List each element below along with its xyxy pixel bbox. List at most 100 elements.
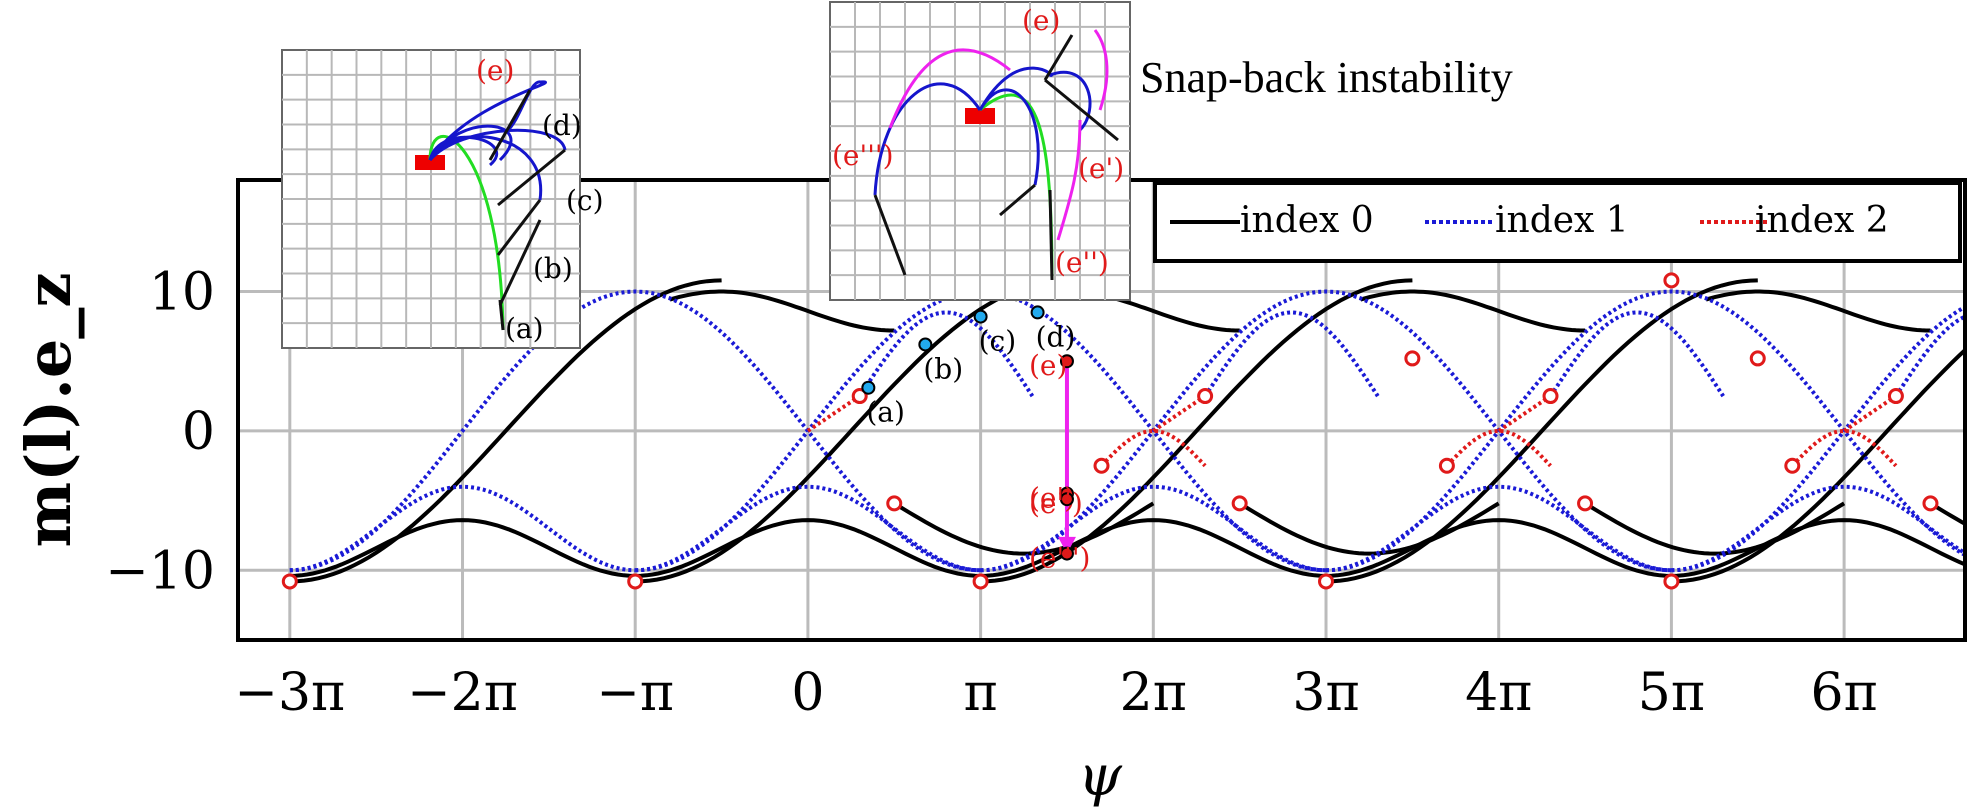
series-index0-rising: [1671, 345, 1967, 584]
inset-right-diagram: (e) (e''') (e') (e''): [829, 1, 1131, 301]
inset-right-magenta-arrow-2: [1093, 29, 1109, 111]
series-index1-wave: [1325, 289, 1967, 573]
bifurcation-marker: [281, 573, 298, 590]
inset-left-blue-curve-1: [428, 135, 499, 167]
inset-right-blue-curve-3: [978, 66, 1092, 132]
x-axis-label: ψ: [1078, 744, 1123, 809]
series-index1-low: [1325, 484, 1672, 573]
y-tick-label: −10: [105, 541, 215, 601]
bifurcation-marker: [972, 573, 989, 590]
inset-left-curves: [428, 80, 567, 331]
bifurcation-marker: [1093, 457, 1110, 474]
bifurcation-marker: [1663, 272, 1680, 289]
series-index1-low: [289, 484, 636, 573]
inset-left-blue-curve-5: [428, 80, 548, 161]
series-index0-wave: [635, 518, 981, 578]
series-index1-low: [980, 484, 1327, 573]
inset-left-label-d: (d): [542, 109, 582, 142]
legend-label: index 2: [1755, 200, 1889, 241]
x-tick-label: −π: [596, 663, 674, 723]
path-point-marker: [861, 380, 876, 395]
series-index2-arc: [1100, 428, 1207, 468]
series-index1-low: [1671, 484, 1967, 573]
series-index2-seg: [1842, 394, 1897, 433]
series-index2-arc: [1445, 428, 1552, 468]
series-index2-seg: [806, 394, 861, 433]
path-point-label: (e''): [1029, 487, 1083, 520]
inset-right-label-e1: (e'): [1078, 152, 1124, 185]
path-point-marker: [973, 309, 988, 324]
snap-back-arrowhead: [1057, 536, 1076, 554]
legend-box: [1153, 181, 1962, 263]
inset-right-blue-curve-2: [978, 88, 1040, 186]
y-tick-label: 10: [149, 263, 215, 323]
x-tick-label: 3π: [1292, 663, 1359, 723]
inset-right-label-e3: (e'''): [832, 139, 894, 172]
path-point-label: (e): [1029, 349, 1067, 382]
inset-left-rod-a: [498, 299, 505, 331]
bifurcation-marker: [1404, 350, 1421, 367]
inset-left-rod-e: [488, 89, 532, 161]
inset-right-label-e2: (e''): [1055, 246, 1109, 279]
path-point-marker: [1059, 492, 1074, 507]
series-index1-wave: [1671, 303, 1967, 573]
plot-area: (a)(b)(c) (d)(e)(e')(e'')(e''')−3π −2π −π 0 π…: [12, 178, 1967, 809]
series-index0-loop: [893, 501, 1155, 556]
path-point-marker: [1059, 354, 1074, 369]
inset-left-diagram: (e) (d) (c) (b) (a): [281, 49, 604, 349]
series-index1-loop: [1548, 310, 1725, 398]
series-index1-loop: [858, 310, 1035, 398]
bifurcation-marker: [1922, 495, 1939, 512]
path-point-marker: [1059, 546, 1074, 561]
series-index0-wave: [289, 518, 636, 578]
x-tick-label: −3π: [234, 663, 345, 723]
inset-left-rod-b: [498, 219, 542, 306]
series-index1-low: [635, 484, 981, 573]
series-index0-rising: [1325, 278, 1758, 584]
path-point-label: (e'''): [1029, 542, 1091, 575]
series-index0-rising: [980, 278, 1413, 584]
legend-label: index 1: [1495, 200, 1629, 241]
path-point-label: (b): [923, 352, 963, 385]
series-index0-top: [669, 289, 895, 333]
series-index0-rising: [289, 278, 722, 584]
series-index0-loop: [1584, 501, 1846, 556]
bifurcation-marker: [1318, 573, 1335, 590]
bifurcation-marker: [1231, 495, 1248, 512]
series-index0-top: [1359, 289, 1586, 333]
legend-label: index 0: [1240, 200, 1374, 241]
inset-left-label-a: (a): [505, 312, 544, 345]
inset-left-label-c: (c): [566, 184, 604, 217]
series-index0-wave: [1325, 518, 1672, 578]
series-index1-wave: [289, 289, 981, 573]
inset-left-green-curve: [428, 134, 505, 331]
path-point-marker: [1030, 305, 1045, 320]
series-index0-wave: [1671, 518, 1967, 578]
bifurcation-marker: [1784, 457, 1801, 474]
inset-left-rod-c: [496, 199, 542, 256]
inset-right-blue-curve-1: [873, 82, 982, 196]
bifurcation-marker: [886, 495, 903, 512]
path-point-label: (d): [1036, 320, 1076, 353]
bifurcation-marker: [1663, 573, 1680, 590]
series-index0-wave: [980, 518, 1327, 578]
inset-left-clamp: [415, 155, 445, 170]
x-tick-label: 5π: [1638, 663, 1705, 723]
y-axis-label: m(l).e_z: [12, 272, 85, 547]
series-index1-loop: [1203, 310, 1380, 398]
bifurcation-marker: [1438, 457, 1455, 474]
inset-right-magenta-arrow-1: [888, 48, 1011, 129]
series-index2-seg: [1152, 394, 1207, 433]
series-index1-wave: [980, 289, 1672, 573]
x-tick-label: π: [964, 663, 998, 723]
x-tick-label: 4π: [1465, 663, 1532, 723]
inset-right-rod-1: [873, 194, 907, 276]
bifurcation-marker: [1542, 388, 1559, 405]
series-index0-loop: [1238, 501, 1500, 556]
series-index1-loop: [1894, 313, 1967, 398]
snap-back-title: Snap-back instability: [1140, 53, 1513, 102]
x-tick-label: 0: [791, 663, 824, 723]
bifurcation-marker: [851, 388, 868, 405]
inset-right-rod-3: [1048, 189, 1054, 281]
x-tick-label: −2π: [407, 663, 518, 723]
